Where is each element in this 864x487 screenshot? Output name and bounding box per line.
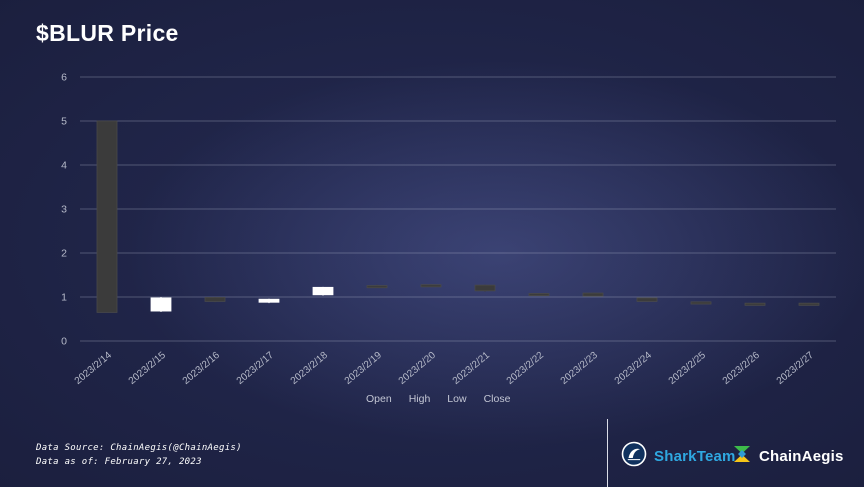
x-axis-tick-label: 2023/2/21 [451,350,492,387]
y-axis-tick-label: 1 [61,292,67,304]
page-title: $BLUR Price [36,20,179,46]
candle[interactable] [798,302,820,306]
x-axis-tick-label: 2023/2/15 [127,350,168,387]
y-axis-tick-label: 5 [61,116,67,128]
sharkteam-label: SharkTeam [654,448,736,465]
data-source-line: Data Source: ChainAegis(@ChainAegis) [36,443,242,453]
x-axis-tick-label: 2023/2/17 [235,350,276,387]
x-axis-tick-label: 2023/2/14 [73,350,114,387]
candle[interactable] [582,292,604,297]
legend-item-high[interactable]: High [408,393,431,405]
x-axis-tick-label: 2023/2/27 [775,350,816,387]
candle[interactable] [312,286,334,296]
x-axis-tick-label: 2023/2/19 [343,350,384,387]
candle[interactable] [150,297,172,312]
y-axis-tick-label: 0 [61,336,67,348]
x-axis-tick-label: 2023/2/18 [289,350,330,387]
candlestick-chart: 0 1 2 3 4 5 6 2023/2/14 2023/2/15 2023/2/16 2023/2… [61,72,836,387]
legend-item-low[interactable]: Low [447,393,467,405]
y-axis-tick-label: 4 [61,160,67,172]
x-axis-tick-label: 2023/2/26 [721,350,762,387]
footer-attribution: Data Source: ChainAegis(@ChainAegis) Dat… [36,441,242,469]
data-asof-line: Data as of: February 27, 2023 [36,457,202,467]
x-axis-tick-label: 2023/2/23 [559,350,600,387]
sharkteam-brand: SharkTeam [621,441,736,472]
candle[interactable] [258,298,280,303]
sharkteam-logo-icon [621,441,647,472]
candle[interactable] [528,293,550,297]
footer-divider [607,419,608,487]
x-axis-tick-label: 2023/2/20 [397,350,438,387]
x-axis-tick-label: 2023/2/24 [613,350,654,387]
legend-item-open[interactable]: Open [366,393,392,405]
candle[interactable] [636,297,658,302]
legend-item-close[interactable]: Close [483,393,511,405]
y-axis-tick-label: 6 [61,72,67,84]
x-axis-tick-label: 2023/2/22 [505,350,546,387]
y-axis-tick-label: 2 [61,248,67,260]
candle[interactable] [744,302,766,306]
x-axis-tick-label: 2023/2/16 [181,350,222,387]
x-axis-tick-label: 2023/2/25 [667,350,708,387]
chart-legend: Open High Low Close [366,393,510,405]
candle[interactable] [96,120,118,313]
y-axis-tick-label: 3 [61,204,67,216]
chainaegis-brand: ChainAegis [731,443,844,470]
candle[interactable] [690,301,712,305]
candle[interactable] [474,284,496,292]
candle[interactable] [420,284,442,288]
candle[interactable] [366,285,388,289]
chainaegis-label: ChainAegis [759,448,844,465]
candle[interactable] [204,297,226,302]
chainaegis-logo-icon [731,443,753,470]
